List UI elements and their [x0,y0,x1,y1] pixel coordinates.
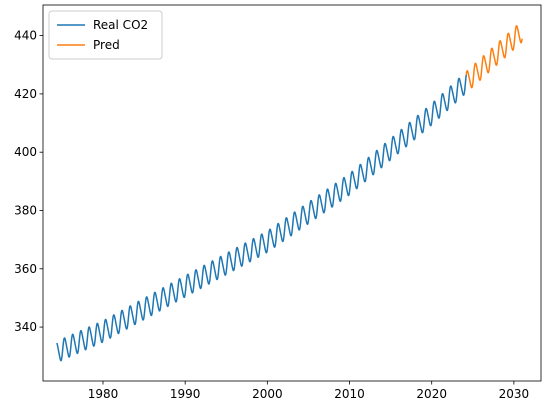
legend-box [48,10,163,60]
x-tick-label: 2000 [252,387,283,401]
y-tick-label: 420 [14,87,37,101]
x-tick-label: 1980 [88,387,119,401]
y-axis: 340 360 380 400 420 440 [14,29,43,334]
x-tick-label: 2010 [334,387,365,401]
legend-label: Real CO2 [93,18,148,32]
y-tick-label: 340 [14,320,37,334]
x-axis: 1980 1990 2000 2010 2020 2030 [88,381,529,401]
y-tick-label: 380 [14,203,37,217]
y-tick-label: 400 [14,145,37,159]
plot-area [56,25,523,362]
x-tick-label: 1990 [170,387,201,401]
series-line-pred [465,25,523,89]
y-tick-label: 360 [14,262,37,276]
axes-frame [42,4,542,382]
x-tick-label: 2030 [499,387,530,401]
legend: Real CO2 Pred [48,10,163,60]
legend-label: Pred [93,38,120,52]
x-tick-label: 2020 [416,387,447,401]
series-line-real-co2 [56,74,467,362]
y-tick-label: 440 [14,29,37,43]
